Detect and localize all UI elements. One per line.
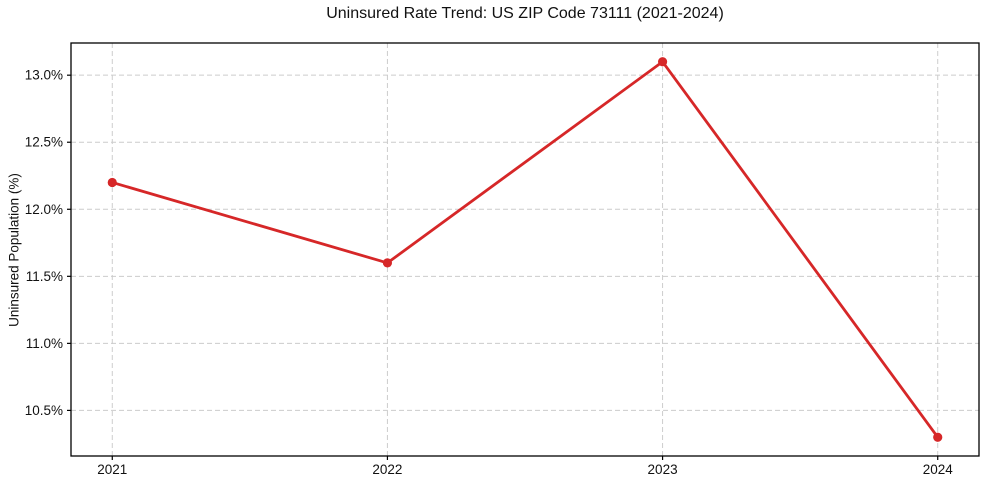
x-tick-label: 2022 [372, 462, 402, 477]
y-tick-label: 11.5% [26, 269, 63, 284]
chart-title: Uninsured Rate Trend: US ZIP Code 73111 … [326, 5, 724, 22]
data-point-marker [107, 177, 117, 188]
data-point-marker [933, 432, 943, 442]
data-point-marker [382, 258, 393, 268]
x-tick-label: 2023 [648, 462, 678, 477]
x-tick-label: 2021 [97, 462, 127, 477]
y-tick-label: 13.0% [25, 68, 63, 83]
y-tick-label: 10.5% [25, 403, 63, 418]
x-tick-label: 2024 [923, 462, 954, 477]
plot-frame [70, 42, 980, 457]
y-tick-label: 12.5% [25, 135, 63, 150]
data-line [110, 60, 940, 439]
y-tick-label: 12.0% [25, 202, 63, 217]
data-point-marker [657, 57, 668, 67]
y-tick-label: 11.0% [26, 336, 63, 351]
